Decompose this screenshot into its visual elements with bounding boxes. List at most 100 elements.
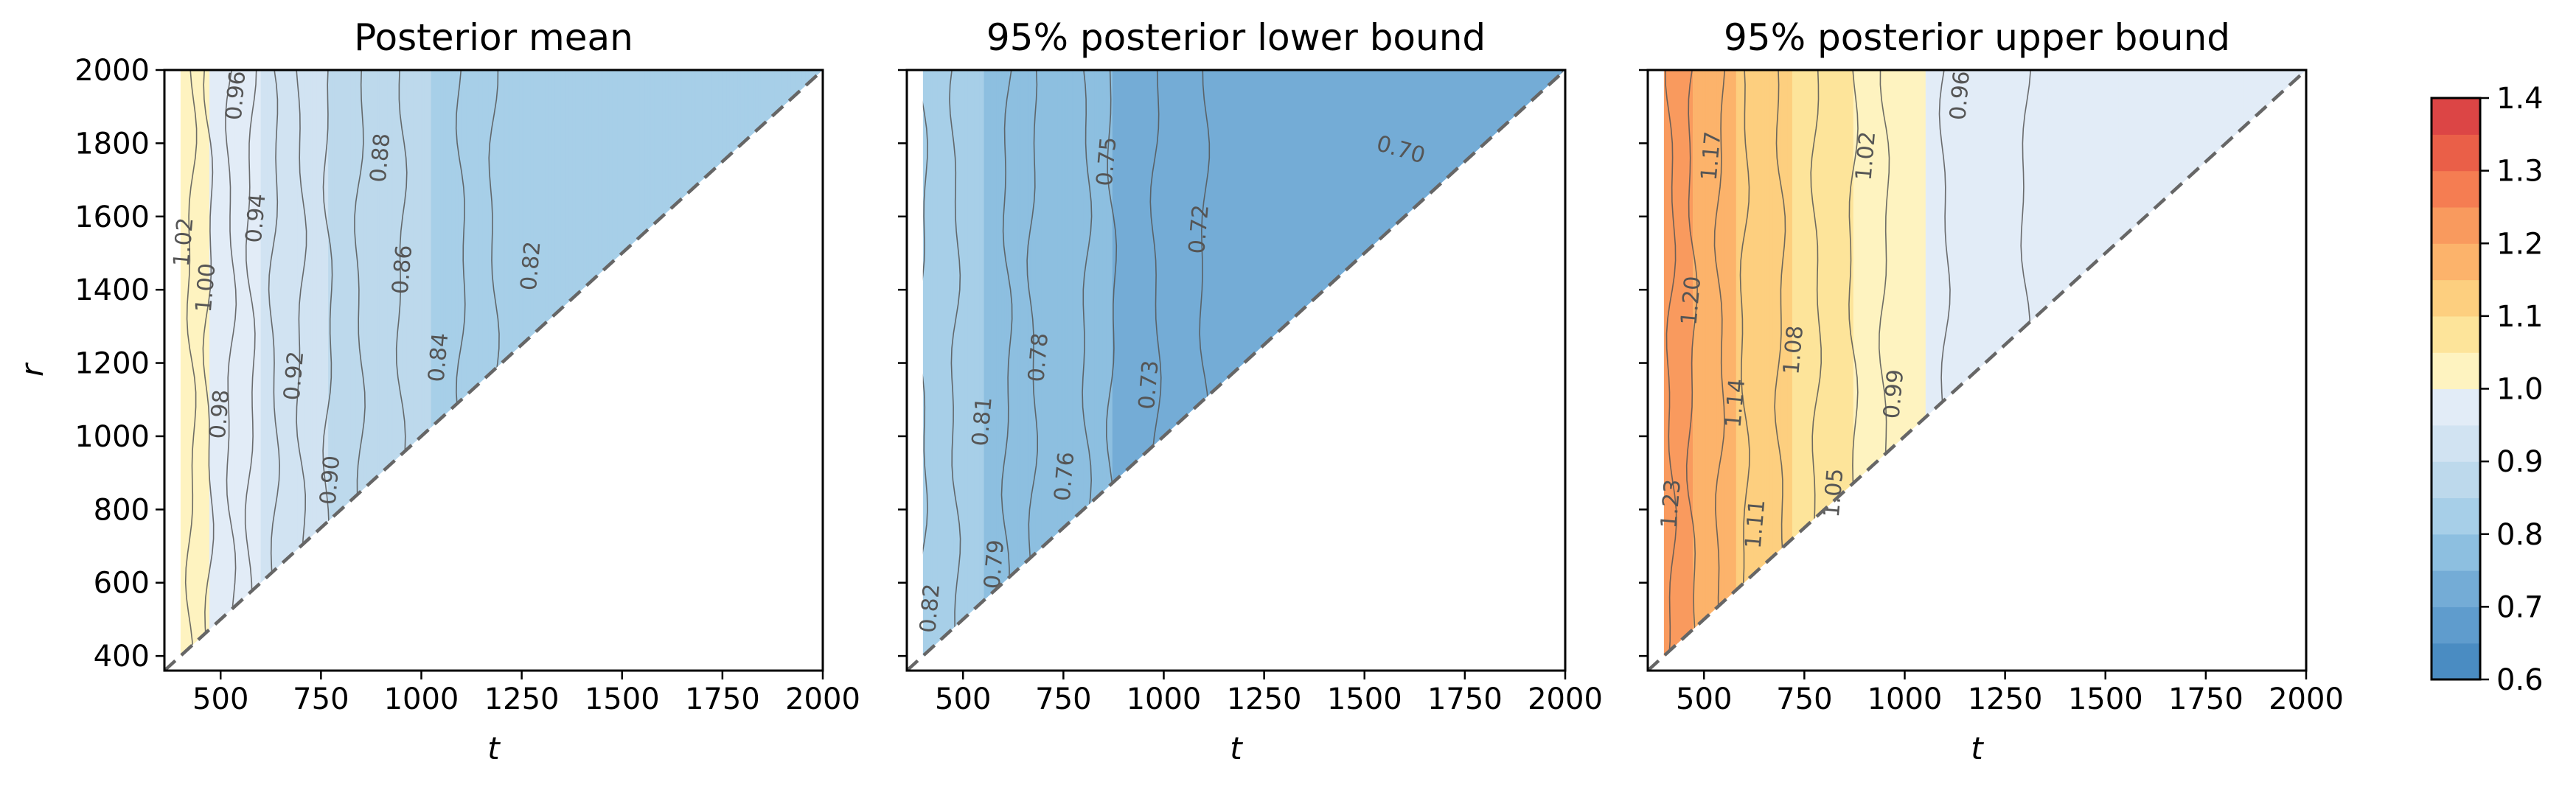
contour-line bbox=[268, 70, 281, 657]
contour-line bbox=[1713, 70, 1726, 657]
contour-label: 0.92 bbox=[279, 350, 310, 402]
colorbar-band bbox=[2431, 206, 2480, 244]
y-tick-label: 400 bbox=[94, 640, 150, 674]
colorbar: 0.6 0.7 0.8 0.9 1.0 1.1 1.2 1.3 1.4 bbox=[2430, 82, 2544, 697]
contour-label: 0.78 bbox=[1023, 332, 1054, 383]
contour-line bbox=[225, 70, 237, 657]
colorbar-band bbox=[2431, 388, 2480, 426]
contour-line bbox=[922, 70, 928, 657]
axes-frame bbox=[905, 69, 1567, 672]
colorbar-band bbox=[2431, 352, 2480, 390]
panel-title: 95% posterior upper bound bbox=[1724, 16, 2230, 59]
x-tick-label: 750 bbox=[1035, 682, 1091, 716]
contour-label: 0.72 bbox=[1184, 203, 1214, 255]
contour-label: 0.96 bbox=[1945, 70, 1975, 122]
colorbar-band bbox=[2431, 497, 2480, 535]
x-tick-label: 1500 bbox=[585, 682, 660, 716]
contour-label: 0.99 bbox=[1879, 368, 1910, 420]
colorbar-band bbox=[2431, 607, 2480, 644]
x-tick-label: 500 bbox=[1676, 682, 1732, 716]
contour-label: 0.96 bbox=[221, 70, 251, 122]
x-tick-label: 1750 bbox=[1427, 682, 1503, 716]
panel-title: Posterior mean bbox=[354, 16, 633, 59]
x-tick-label: 750 bbox=[293, 682, 349, 716]
x-tick-label: 1000 bbox=[384, 682, 459, 716]
y-tick-label: 600 bbox=[94, 567, 150, 601]
colorbar-tick-label: 0.9 bbox=[2496, 445, 2544, 479]
x-tick-label: 2000 bbox=[1528, 682, 1603, 716]
y-tick-label: 1200 bbox=[74, 347, 150, 381]
diagonal-line bbox=[905, 69, 1567, 672]
contour-line bbox=[1000, 70, 1013, 657]
colorbar-tick-label: 1.2 bbox=[2496, 227, 2544, 261]
colorbar-band bbox=[2431, 570, 2480, 607]
panel-title: 95% posterior lower bound bbox=[986, 16, 1486, 59]
contour-line bbox=[1685, 70, 1699, 657]
y-tick-label: 1800 bbox=[74, 127, 150, 161]
colorbar-band bbox=[2431, 170, 2480, 208]
contour-label: 1.20 bbox=[1677, 275, 1707, 326]
x-tick-label: 500 bbox=[192, 682, 248, 716]
contour-label: 1.02 bbox=[169, 217, 199, 268]
colorbar-tick-label: 1.3 bbox=[2496, 155, 2544, 189]
contour-label: 0.94 bbox=[241, 192, 271, 244]
colorbar-tick-label: 0.7 bbox=[2496, 590, 2544, 624]
contour-line bbox=[949, 70, 961, 657]
contour-label: 0.76 bbox=[1050, 451, 1080, 503]
contour-label: 1.17 bbox=[1696, 130, 1727, 182]
colorbar-tick-label: 1.1 bbox=[2496, 300, 2544, 334]
contour-label: 0.98 bbox=[205, 388, 235, 440]
x-tick-label: 1000 bbox=[1867, 682, 1943, 716]
colorbar-tick-label: 1.0 bbox=[2496, 373, 2544, 407]
axes-frame bbox=[163, 69, 824, 672]
colorbar-band bbox=[2431, 643, 2480, 680]
x-tick-label: 1250 bbox=[1227, 682, 1302, 716]
contour-label: 1.23 bbox=[1656, 478, 1686, 530]
contour-label: 0.73 bbox=[1134, 359, 1164, 410]
x-tick-label: 1250 bbox=[1968, 682, 2043, 716]
panel-3: 1.231.201.171.141.111.081.051.020.990.96… bbox=[1639, 16, 2344, 766]
colorbar-band bbox=[2431, 534, 2480, 571]
x-tick-label: 500 bbox=[935, 682, 991, 716]
x-tick-label: 1250 bbox=[484, 682, 560, 716]
x-tick-label: 1000 bbox=[1127, 682, 1202, 716]
contour-label: 0.90 bbox=[316, 455, 346, 506]
x-tick-label: 750 bbox=[1776, 682, 1832, 716]
y-axis-label: r bbox=[14, 362, 50, 377]
colorbar-band bbox=[2431, 134, 2480, 172]
contour-label: 1.14 bbox=[1720, 377, 1750, 429]
colorbar-band bbox=[2431, 279, 2480, 317]
contour-line bbox=[202, 70, 215, 657]
colorbar-band bbox=[2431, 315, 2480, 353]
x-axis-label: t bbox=[1230, 730, 1243, 766]
diagonal-line bbox=[1646, 69, 2308, 672]
x-tick-label: 1500 bbox=[1327, 682, 1402, 716]
y-tick-label: 1600 bbox=[74, 200, 150, 234]
panel-1: 1.021.00 0.98 0.96 0.94 0.92 0.90 0.88 0.86 0.84… bbox=[14, 16, 860, 766]
contour-line bbox=[1665, 70, 1677, 657]
axes-frame bbox=[1646, 69, 2308, 672]
x-tick-label: 2000 bbox=[785, 682, 860, 716]
contour-line bbox=[1738, 70, 1750, 657]
contour-label: 0.84 bbox=[424, 332, 454, 383]
colorbar-tick-label: 0.8 bbox=[2496, 518, 2544, 552]
contour-line bbox=[184, 70, 198, 657]
contour-label: 0.75 bbox=[1092, 136, 1122, 187]
contour-label: 1.02 bbox=[1851, 130, 1881, 182]
y-tick-label: 2000 bbox=[74, 54, 150, 88]
x-axis-label: t bbox=[487, 730, 501, 766]
contour-label: 0.81 bbox=[967, 396, 998, 447]
x-tick-label: 1750 bbox=[2168, 682, 2243, 716]
colorbar-band bbox=[2431, 461, 2480, 499]
contour-label: 1.08 bbox=[1778, 324, 1809, 376]
colorbar-tick-label: 1.4 bbox=[2496, 82, 2544, 116]
colorbar-tick-label: 0.6 bbox=[2496, 663, 2544, 697]
contour-label: 1.00 bbox=[191, 262, 221, 314]
colorbar-band bbox=[2431, 98, 2480, 135]
contour-label: 0.86 bbox=[388, 244, 418, 296]
colorbar-band bbox=[2431, 243, 2480, 281]
contour-label: 1.11 bbox=[1741, 498, 1771, 550]
x-tick-label: 1500 bbox=[2068, 682, 2143, 716]
